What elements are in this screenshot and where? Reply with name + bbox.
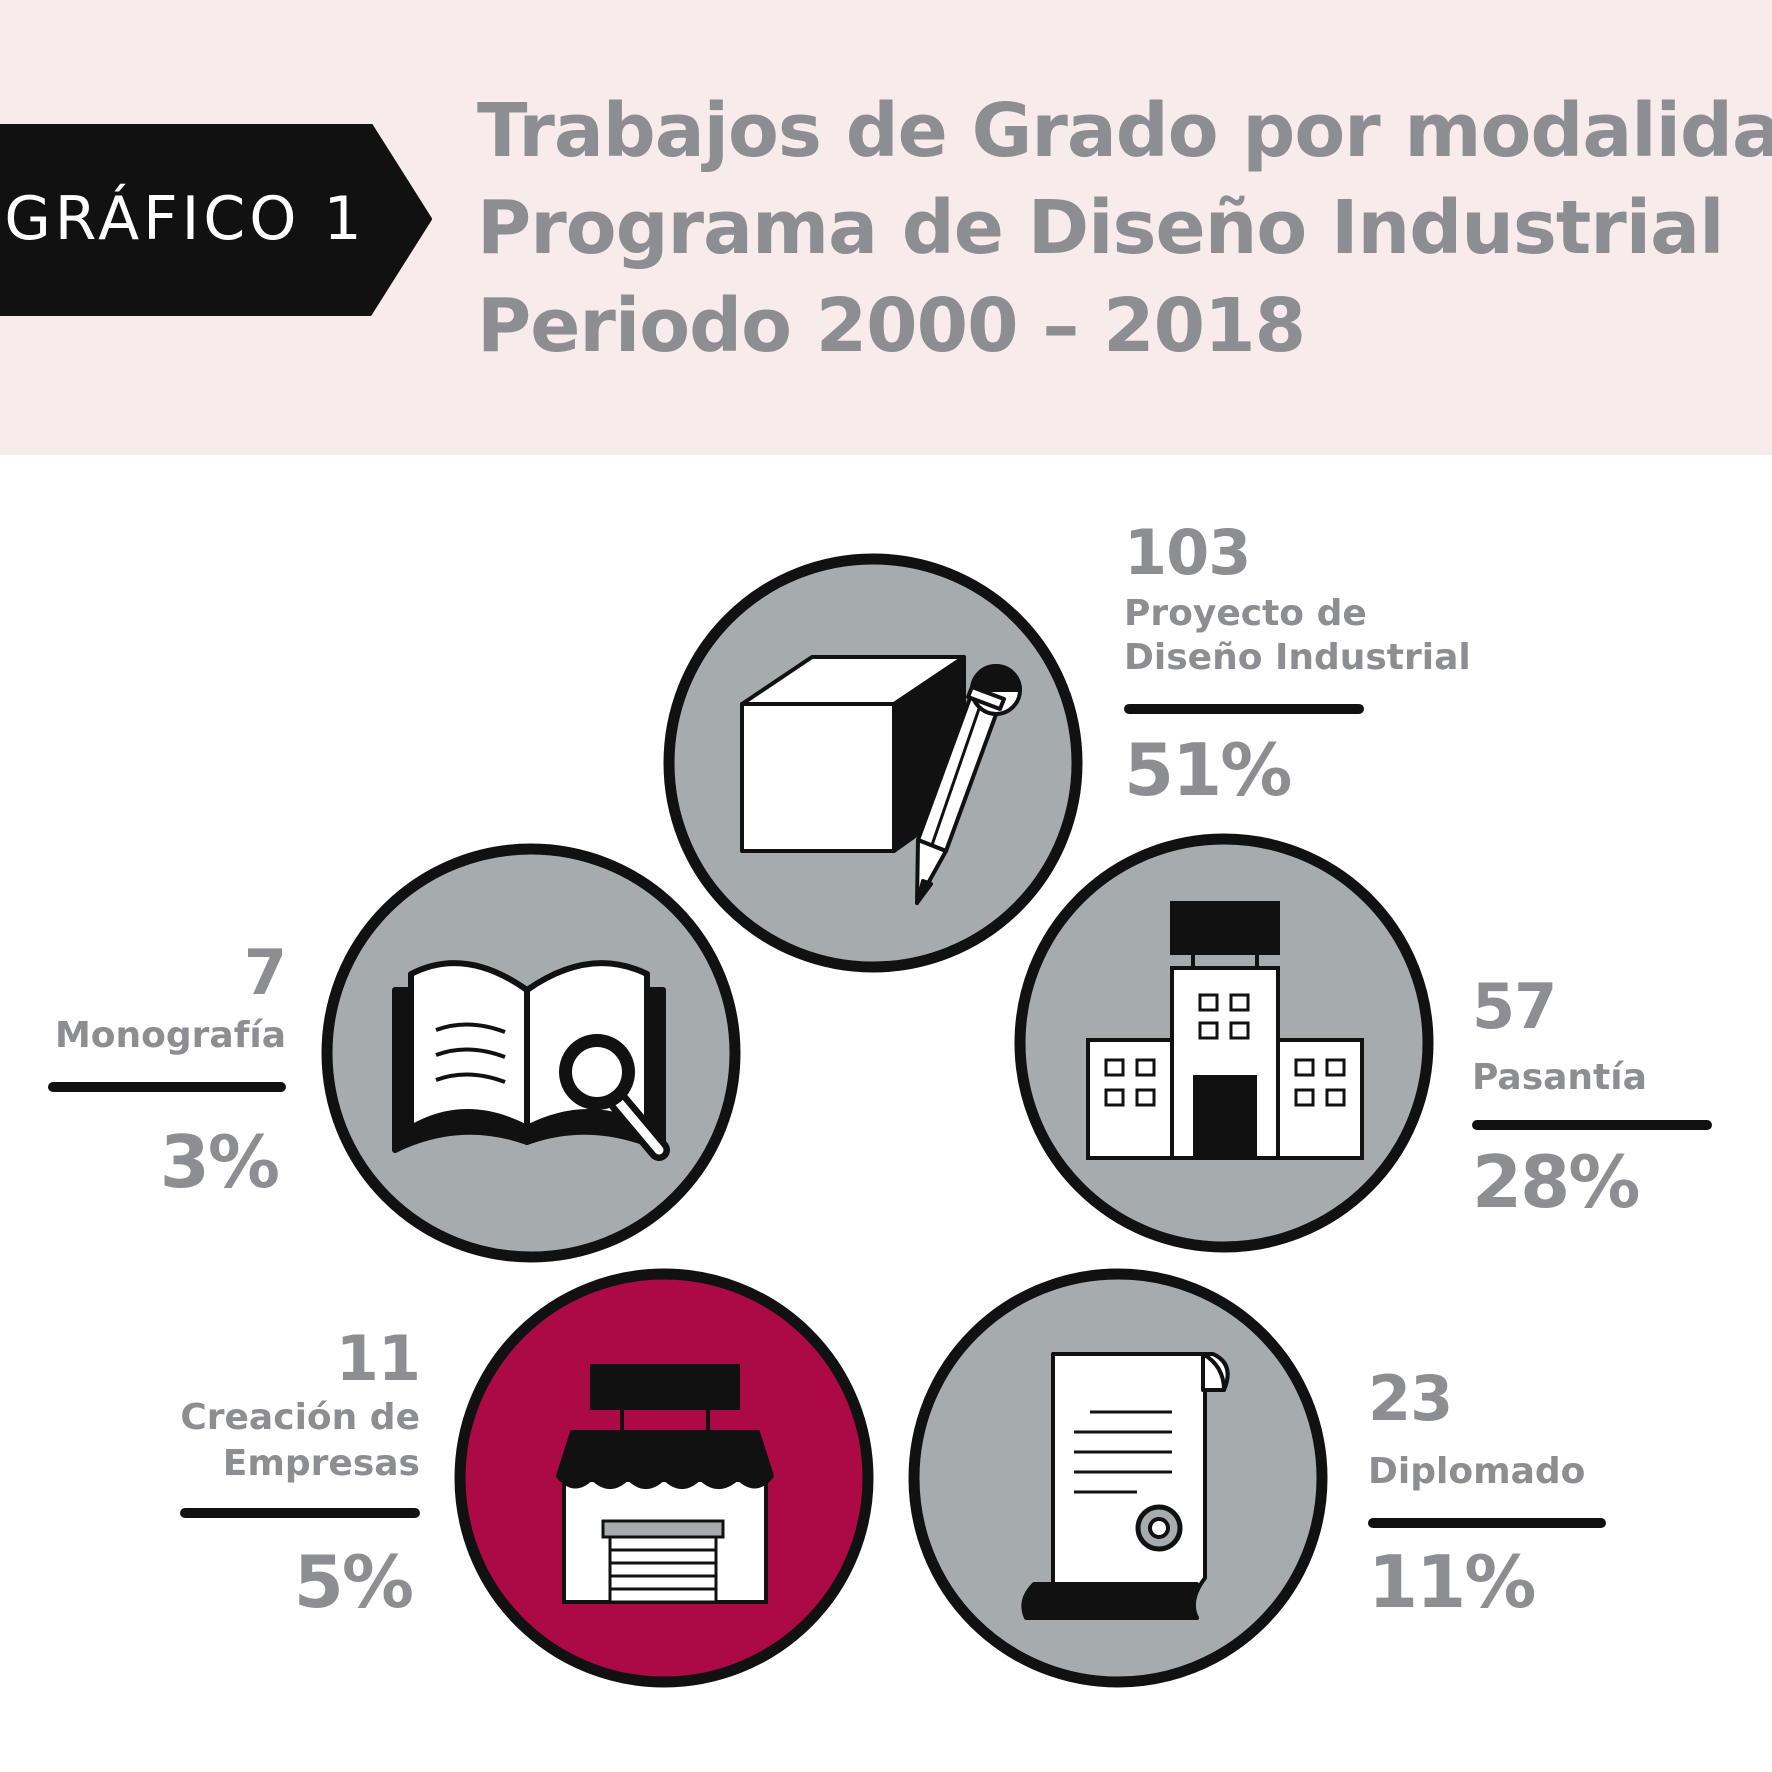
- value-pasantia: 57: [1472, 970, 1557, 1043]
- title-line-1: Trabajos de Grado por modalidad: [477, 88, 1772, 174]
- percent-creacion-empresas: 5%: [293, 1540, 414, 1624]
- rule-monografia: [48, 1082, 286, 1092]
- label-pasantia: Pasantía: [1472, 1057, 1647, 1098]
- book-search-icon: [392, 960, 670, 1161]
- value-proyecto: 103: [1124, 516, 1251, 589]
- rule-proyecto: [1124, 704, 1364, 714]
- diploma-icon: [1021, 1352, 1230, 1620]
- label-creacion-line-1: Creación de: [180, 1397, 420, 1438]
- label-diplomado: Diplomado: [1368, 1451, 1586, 1492]
- percent-diplomado: 11%: [1368, 1540, 1536, 1624]
- building-icon: [1086, 901, 1364, 1160]
- label-monografia: Monografía: [54, 1015, 286, 1056]
- label-proyecto-line-2: Diseño Industrial: [1124, 637, 1471, 678]
- label-creacion-line-2: Empresas: [222, 1443, 420, 1484]
- value-creacion-empresas: 11: [335, 1322, 421, 1395]
- rule-diplomado: [1368, 1518, 1606, 1528]
- value-diplomado: 23: [1368, 1362, 1453, 1435]
- value-monografia: 7: [243, 936, 287, 1009]
- chart-tag-shape: [0, 124, 432, 316]
- percent-proyecto: 51%: [1124, 728, 1292, 812]
- store-icon: [555, 1364, 775, 1604]
- cube-pencil-icon: [740, 655, 1022, 905]
- rule-creacion-empresas: [180, 1508, 420, 1518]
- percent-pasantia: 28%: [1472, 1140, 1640, 1224]
- rule-pasantia: [1472, 1120, 1712, 1130]
- title-line-3: Periodo 2000 – 2018: [477, 283, 1306, 369]
- chart-tag: GRÁFICO 1: [4, 184, 366, 254]
- label-proyecto-line-1: Proyecto de: [1124, 593, 1367, 634]
- percent-monografia: 3%: [159, 1120, 280, 1204]
- title-line-2: Programa de Diseño Industrial: [477, 185, 1724, 271]
